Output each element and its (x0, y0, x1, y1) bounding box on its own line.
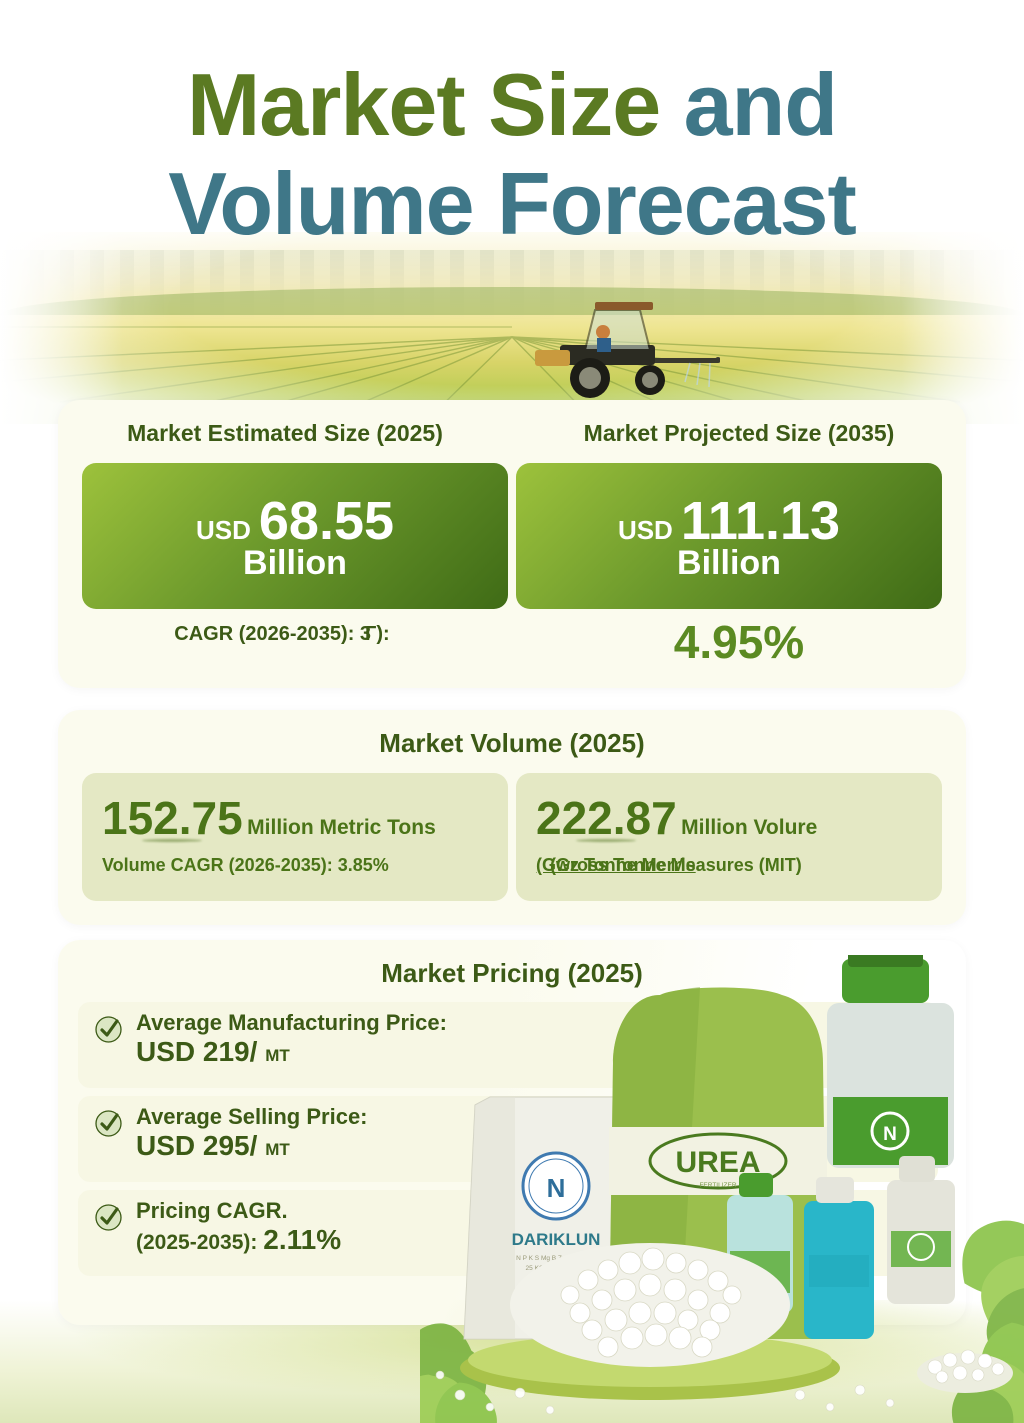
svg-text:N: N (883, 1124, 897, 1145)
svg-text:FERTILIZER: FERTILIZER (699, 1182, 736, 1189)
svg-text:N: N (547, 1173, 566, 1203)
svg-text:DARIKLUN: DARIKLUN (512, 1230, 601, 1249)
